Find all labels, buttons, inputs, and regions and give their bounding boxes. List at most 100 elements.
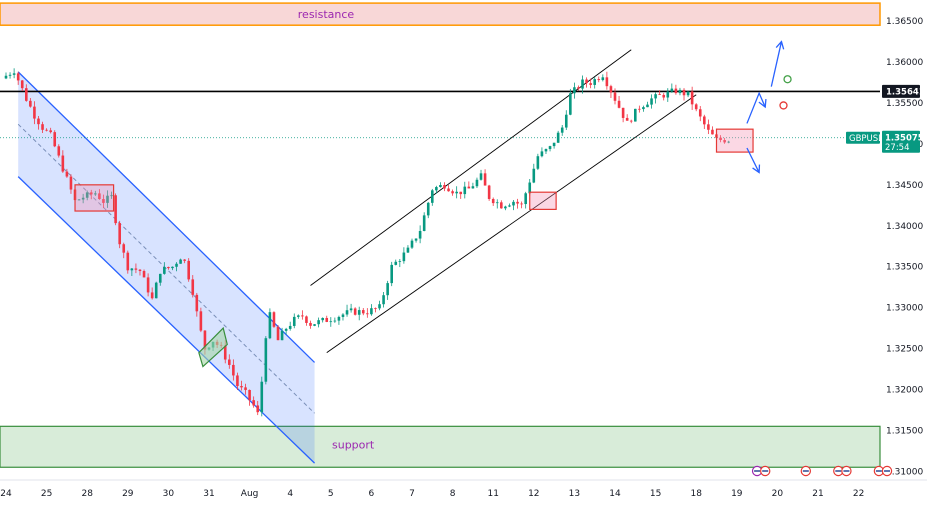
candle-body — [337, 316, 341, 321]
symbol-label: GBPUSD — [849, 134, 885, 144]
key-level-pill[interactable] — [882, 84, 920, 98]
symbol-pill[interactable] — [846, 131, 880, 144]
target-circle-green[interactable] — [783, 75, 792, 84]
candle-body — [577, 87, 580, 89]
candle-body — [199, 311, 203, 331]
arrow-down-target[interactable] — [746, 147, 760, 173]
x-axis-tick-label: 19 — [731, 489, 743, 499]
descending-channel-upper-line[interactable] — [17, 71, 316, 363]
candle-body — [544, 149, 548, 152]
candle-body — [520, 203, 523, 205]
y-axis-tick-label: 1.33000 — [886, 304, 923, 314]
candle-body — [150, 292, 154, 299]
ascending-channel-lower-line[interactable] — [326, 94, 697, 354]
candle-body — [126, 252, 130, 271]
candle-body — [658, 94, 661, 96]
x-axis-tick-label: 5 — [328, 489, 334, 499]
candle-body — [142, 271, 146, 278]
candle-body — [89, 192, 93, 195]
arrow-up-target[interactable] — [770, 41, 783, 87]
target-circle-red[interactable] — [779, 101, 788, 110]
candle-body — [589, 83, 592, 85]
candle-body — [167, 266, 170, 269]
arrow-retest-head — [758, 99, 767, 109]
candle-body — [29, 100, 32, 107]
candle-body — [65, 171, 69, 177]
candle-body — [532, 168, 536, 183]
arrow-retest[interactable] — [746, 91, 766, 124]
x-axis-tick-label: 14 — [609, 489, 621, 499]
candle-body — [130, 268, 134, 271]
candle-body — [601, 77, 605, 81]
y-axis-tick-label: 1.34000 — [886, 222, 923, 232]
candle-body — [455, 191, 458, 194]
candle-body — [548, 146, 552, 150]
x-axis-tick-label: 6 — [369, 489, 375, 499]
candle-body — [357, 310, 361, 315]
resistance-zone[interactable] — [0, 2, 881, 26]
candle-body — [61, 155, 65, 172]
candle-body — [536, 156, 540, 169]
descending-channel-lower-line[interactable] — [17, 176, 316, 464]
candle-body — [33, 106, 36, 119]
candle-body — [370, 308, 373, 315]
y-axis-tick-label: 1.34500 — [886, 181, 923, 191]
candle-body — [686, 91, 690, 96]
candle-body — [390, 264, 393, 284]
candle-body — [552, 142, 556, 147]
candle-body — [313, 324, 316, 326]
x-axis-tick-label: 30 — [163, 489, 175, 499]
candle-body — [16, 73, 20, 81]
consolidation-box-1[interactable] — [74, 184, 115, 212]
candle-body — [642, 107, 645, 110]
descending-channel-fill — [18, 71, 315, 464]
candle-body — [8, 74, 12, 76]
candle-body — [333, 320, 337, 322]
bull-flag-box[interactable] — [198, 326, 228, 368]
candle-body — [110, 195, 113, 197]
candle-body — [617, 100, 621, 108]
candle-body — [698, 109, 702, 117]
candle-body — [94, 193, 97, 195]
support-zone[interactable] — [0, 425, 881, 468]
candle-body — [625, 117, 629, 121]
candle-body — [629, 120, 633, 122]
candle-body — [483, 173, 487, 186]
candle-body — [426, 202, 430, 216]
candle-body — [20, 80, 24, 89]
candle-body — [45, 129, 48, 131]
consolidation-box-3[interactable] — [715, 128, 754, 153]
candle-body — [183, 259, 186, 261]
candle-body — [703, 116, 706, 125]
candle-body — [475, 179, 479, 187]
candle-body — [398, 261, 402, 262]
candle-body — [163, 266, 166, 274]
candle-body — [195, 294, 199, 312]
candle-body — [414, 238, 418, 241]
consolidation-box-2[interactable] — [529, 191, 557, 210]
y-axis-tick-label: 1.36500 — [886, 17, 923, 27]
candle-body — [179, 259, 182, 264]
candle-body — [516, 201, 519, 204]
candle-body — [146, 277, 150, 293]
candle-body — [723, 140, 726, 143]
y-axis-tick-label: 1.31000 — [886, 467, 923, 477]
y-axis-tick-label: 1.32500 — [886, 345, 923, 355]
candle-body — [69, 176, 73, 190]
candle-body — [605, 77, 609, 87]
candle-body — [53, 132, 57, 147]
candle-body — [690, 91, 694, 105]
candle-body — [678, 89, 682, 94]
candle-body — [560, 127, 564, 133]
x-axis-tick-label: 22 — [853, 489, 864, 499]
last-price-pill[interactable] — [882, 130, 920, 153]
candle-body — [719, 137, 722, 141]
candle-body — [573, 87, 576, 94]
x-axis-tick-label: 12 — [528, 489, 539, 499]
ascending-channel-upper-line[interactable] — [310, 49, 632, 286]
candle-body — [508, 205, 511, 207]
candle-body — [341, 314, 345, 317]
candle-body — [252, 400, 255, 406]
